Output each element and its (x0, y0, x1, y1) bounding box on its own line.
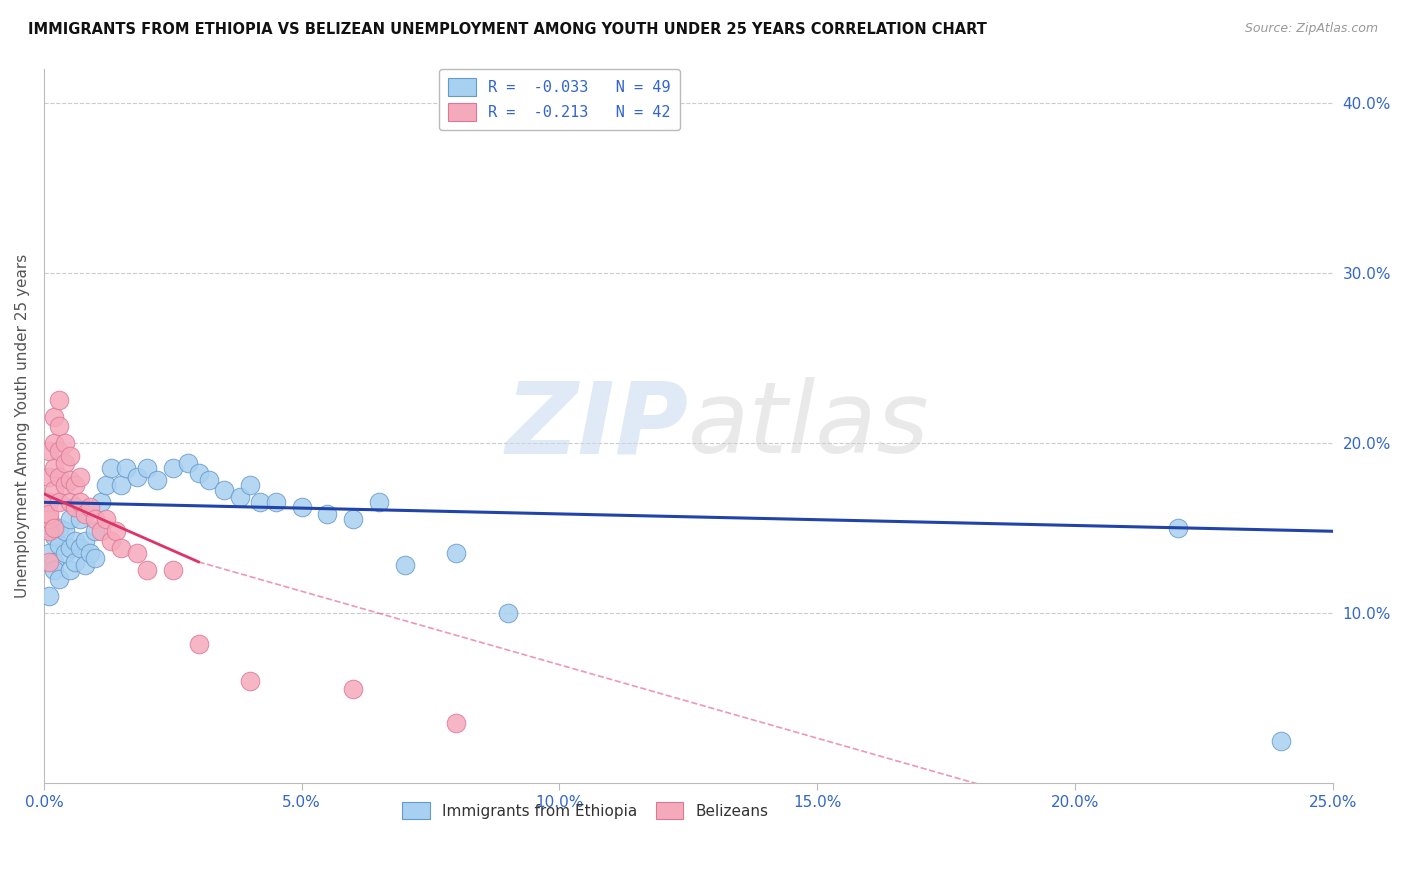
Point (44, 563, 66, 577)
Point (496, 606, 519, 620)
Point (69, 541, 91, 556)
Point (79, 500, 101, 515)
Point (63, 555, 86, 569)
Point (75, 534, 97, 549)
Point (69, 512, 91, 526)
Point (48, 538, 70, 552)
Point (125, 470, 148, 484)
Point (38, 495, 60, 509)
Point (291, 500, 314, 515)
Point (44, 529, 66, 543)
Point (136, 461, 159, 475)
Point (48, 444, 70, 458)
Point (84, 512, 107, 526)
Point (125, 546, 148, 560)
Point (44, 521, 66, 535)
Point (316, 508, 339, 522)
Point (187, 636, 209, 650)
Point (177, 456, 200, 470)
Point (446, 716, 468, 731)
Point (1167, 521, 1189, 535)
Point (249, 495, 271, 509)
Point (44, 410, 66, 425)
Point (59, 563, 82, 577)
Point (146, 473, 169, 487)
Point (105, 524, 128, 539)
Point (44, 461, 66, 475)
Point (38, 444, 60, 458)
Point (94, 512, 117, 526)
Point (53, 524, 76, 539)
Point (94, 478, 117, 492)
Point (100, 461, 122, 475)
Point (84, 551, 107, 566)
Point (214, 483, 236, 498)
Legend: Immigrants from Ethiopia, Belizeans: Immigrants from Ethiopia, Belizeans (396, 796, 775, 825)
Point (342, 682, 364, 697)
Point (44, 483, 66, 498)
Point (198, 473, 221, 487)
Point (48, 495, 70, 509)
Point (53, 435, 76, 450)
Point (90, 524, 112, 539)
Point (162, 461, 184, 475)
Point (53, 478, 76, 492)
Point (90, 495, 112, 509)
Point (48, 470, 70, 484)
Point (38, 546, 60, 560)
Point (239, 478, 262, 492)
Point (187, 467, 209, 481)
Point (48, 418, 70, 433)
Text: IMMIGRANTS FROM ETHIOPIA VS BELIZEAN UNEMPLOYMENT AMONG YOUTH UNDER 25 YEARS COR: IMMIGRANTS FROM ETHIOPIA VS BELIZEAN UNE… (28, 22, 987, 37)
Point (63, 478, 86, 492)
Text: atlas: atlas (689, 377, 929, 475)
Point (38, 524, 60, 539)
Point (59, 541, 82, 556)
Point (75, 508, 97, 522)
Point (63, 500, 86, 515)
Point (38, 589, 60, 603)
Point (115, 461, 138, 475)
Point (239, 673, 262, 688)
Point (48, 521, 70, 535)
Point (69, 495, 91, 509)
Point (44, 435, 66, 450)
Point (48, 572, 70, 586)
Point (53, 546, 76, 560)
Point (59, 512, 82, 526)
Point (59, 473, 82, 487)
Point (394, 558, 416, 573)
Point (44, 555, 66, 569)
Point (38, 521, 60, 535)
Point (162, 563, 184, 577)
Point (38, 508, 60, 522)
Point (63, 534, 86, 549)
Y-axis label: Unemployment Among Youth under 25 years: Unemployment Among Youth under 25 years (15, 253, 30, 598)
Point (53, 456, 76, 470)
Point (38, 470, 60, 484)
Point (110, 478, 132, 492)
Point (69, 470, 91, 484)
Point (38, 555, 60, 569)
Point (59, 495, 82, 509)
Point (48, 393, 70, 408)
Text: ZIP: ZIP (505, 377, 689, 475)
Point (79, 546, 101, 560)
Point (1270, 733, 1292, 747)
Point (75, 558, 97, 573)
Point (229, 490, 252, 504)
Point (342, 512, 364, 526)
Point (264, 495, 287, 509)
Point (110, 541, 132, 556)
Point (136, 563, 159, 577)
Point (38, 512, 60, 526)
Text: Source: ZipAtlas.com: Source: ZipAtlas.com (1244, 22, 1378, 36)
Point (100, 534, 122, 549)
Point (84, 524, 107, 539)
Point (368, 495, 391, 509)
Point (446, 546, 468, 560)
Point (59, 450, 82, 464)
